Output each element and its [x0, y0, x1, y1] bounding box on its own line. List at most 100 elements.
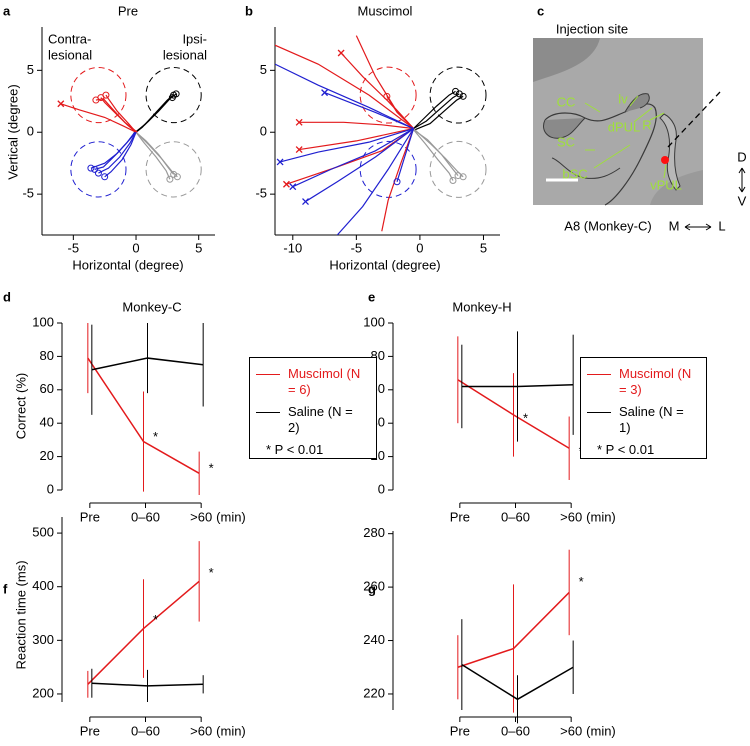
tissue-shade — [533, 38, 600, 82]
annotation: lesional — [48, 47, 92, 62]
electrode-track — [667, 91, 721, 148]
end-point — [449, 177, 457, 185]
trajectory — [336, 128, 415, 235]
legend-entry: Muscimol (N = 3) — [587, 366, 700, 398]
end-point — [289, 183, 297, 191]
significance-star: * — [153, 429, 158, 444]
x-tick-label: 0 — [416, 240, 423, 255]
target-window — [145, 141, 202, 198]
end-point — [173, 173, 181, 181]
end-point — [166, 175, 174, 183]
y-tick-label: -5 — [255, 186, 267, 201]
legend-note: * P < 0.01 — [597, 442, 655, 457]
trajectory — [413, 129, 454, 181]
end-point — [295, 118, 303, 126]
legend-swatch — [587, 412, 611, 413]
x-tick-label: -5 — [351, 240, 363, 255]
y-tick-label: 280 — [363, 525, 385, 540]
legend-entry: Muscimol (N = 6) — [256, 366, 370, 398]
annotation: Ipsi- — [182, 31, 207, 46]
panel-letter: e — [368, 289, 375, 304]
trajectory — [299, 127, 414, 151]
label-leader — [663, 164, 667, 179]
significance-star: * — [579, 574, 584, 589]
annotation: Contra- — [48, 31, 91, 46]
y-axis-label: Vertical (degree) — [5, 84, 20, 179]
orientation-label: V — [738, 193, 747, 208]
significance-star: * — [523, 410, 528, 425]
legend-label: Muscimol (N = 3) — [619, 366, 692, 397]
end-point — [168, 94, 176, 102]
chart-title: Monkey-H — [452, 299, 511, 314]
trajectory — [136, 95, 173, 132]
y-tick-label: 220 — [363, 685, 385, 700]
region-label: SC — [557, 134, 575, 149]
end-point — [459, 92, 467, 100]
x-tick-label: -5 — [68, 240, 80, 255]
y-tick-label: 200 — [32, 685, 54, 700]
x-tick-label: Pre — [80, 509, 100, 524]
orientation-arrow — [738, 167, 746, 193]
panel-letter: a — [3, 3, 11, 18]
trajectory — [104, 132, 137, 178]
trajectory — [386, 96, 414, 129]
target-window — [429, 140, 487, 198]
end-point — [57, 100, 65, 108]
legend: Muscimol (N = 6) Saline (N = 2) * P < 0.01 — [249, 357, 377, 459]
y-tick-label: 240 — [363, 632, 385, 647]
panel-letter: c — [537, 3, 544, 18]
trajectory — [279, 127, 414, 163]
target-window — [70, 67, 127, 124]
orientation-arrow — [684, 223, 712, 231]
target-window — [359, 66, 417, 124]
y-axis-label: Correct (%) — [13, 373, 28, 439]
significance-star: * — [209, 565, 214, 580]
end-point — [282, 180, 290, 188]
region-label: vPUL — [650, 177, 682, 192]
x-tick-label: 0–60 — [131, 509, 160, 524]
x-tick-label: >60 — [560, 723, 582, 738]
y-tick-label: 260 — [363, 579, 385, 594]
region-label: bSC — [562, 166, 587, 181]
chart-title: Pre — [118, 3, 138, 18]
trajectory — [292, 128, 414, 188]
end-point — [321, 89, 329, 97]
trajectory — [305, 128, 414, 203]
legend-swatch — [256, 412, 280, 413]
target-window — [429, 66, 487, 124]
panel-letter: b — [245, 3, 253, 18]
end-point — [452, 87, 460, 95]
x-tick-label: >60 — [190, 509, 212, 524]
legend-label: Muscimol (N = 6) — [288, 366, 361, 397]
end-point — [276, 158, 284, 166]
region-label: CC — [557, 94, 576, 109]
y-tick-label: 0 — [378, 481, 385, 496]
region-label: lv — [618, 91, 628, 106]
end-point — [295, 146, 303, 154]
y-tick-label: 500 — [32, 525, 54, 540]
trajectory — [105, 94, 137, 133]
x-tick-label: 0–60 — [501, 509, 530, 524]
y-tick-label: 0 — [47, 481, 54, 496]
plot-area — [57, 67, 202, 198]
legend-entry: Saline (N = 2) — [256, 404, 370, 436]
image-title: Injection site — [556, 21, 628, 36]
end-point — [101, 173, 109, 181]
y-tick-label: -5 — [22, 186, 34, 201]
target-window — [70, 141, 127, 198]
x-axis-label: Horizontal (degree) — [72, 257, 183, 272]
x-axis-label: Horizontal (degree) — [329, 257, 440, 272]
trajectory — [275, 44, 414, 130]
y-tick-label: 60 — [40, 381, 54, 396]
x-tick-label: >60 — [190, 723, 212, 738]
trajectory — [275, 63, 414, 130]
significance-star: * — [209, 461, 214, 476]
label-leader — [649, 112, 665, 121]
legend-label: Saline (N = 1) — [619, 404, 684, 435]
y-tick-label: 5 — [260, 62, 267, 77]
panel-letter: g — [368, 581, 376, 596]
trajectory — [135, 131, 171, 180]
end-point — [459, 173, 467, 181]
